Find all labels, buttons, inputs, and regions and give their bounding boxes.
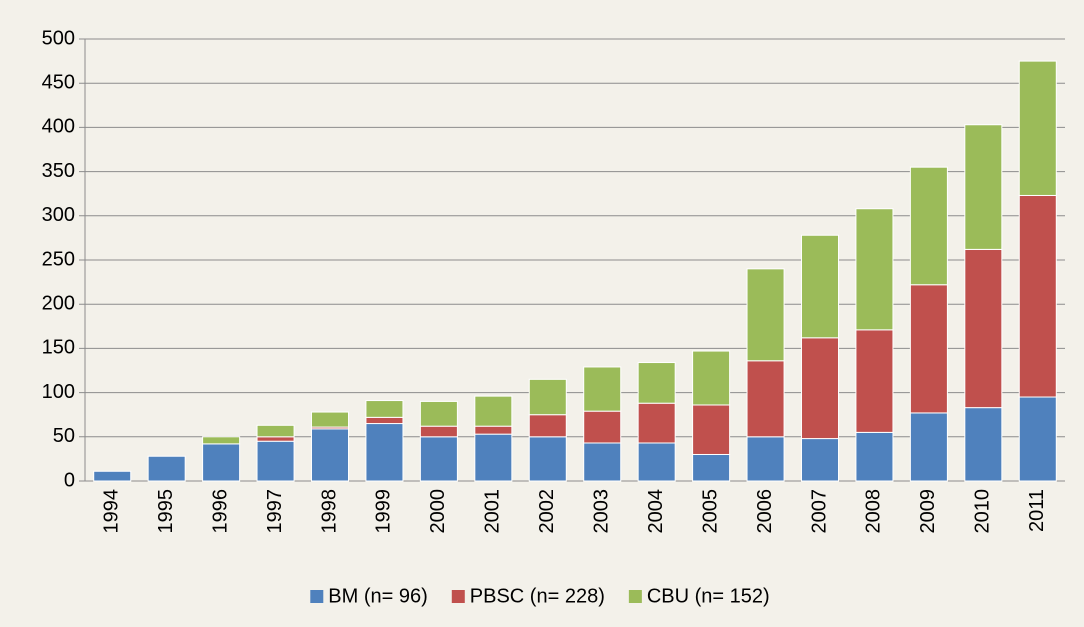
bar-segment: [310, 411, 350, 428]
bar-segment: [419, 425, 458, 438]
bar-segment: [528, 378, 567, 416]
bar-segment: [909, 166, 948, 286]
x-tick-label: 2009: [917, 489, 939, 534]
bar-segment: [474, 425, 513, 435]
bar-segment: [419, 436, 458, 482]
x-tick-label: 1996: [209, 489, 231, 534]
x-tick-label: 1995: [155, 489, 177, 534]
y-tick-label: 350: [42, 160, 75, 182]
bar-segment: [855, 431, 894, 482]
x-tick-label: 2007: [808, 489, 830, 534]
y-tick-label: 0: [64, 469, 75, 491]
bar-segment: [855, 208, 894, 331]
legend-swatch: [310, 590, 324, 603]
bar-segment: [800, 337, 840, 440]
bar-segment: [474, 433, 513, 482]
y-tick-label: 300: [42, 204, 75, 226]
bar-segment: [583, 366, 622, 412]
bar-segment: [692, 453, 731, 482]
bar-segment: [692, 350, 731, 406]
legend-label: PBSC (n= 228): [470, 585, 605, 607]
x-tick-label: 2001: [482, 489, 504, 534]
y-tick-label: 100: [42, 381, 75, 403]
legend-swatch: [628, 590, 642, 603]
y-tick-label: 400: [42, 116, 75, 138]
bar-segment: [528, 414, 567, 438]
bar-segment: [637, 442, 676, 482]
y-tick-label: 250: [42, 248, 75, 270]
x-tick-label: 2010: [972, 489, 994, 534]
bar-segment: [528, 436, 567, 482]
x-tick-label: 2002: [536, 489, 558, 534]
y-tick-label: 500: [42, 27, 75, 49]
bar-segment: [583, 442, 622, 482]
bar-segment: [583, 410, 622, 444]
bar-segment: [746, 360, 785, 438]
x-tick-label: 1997: [264, 489, 286, 534]
bar-segment: [256, 440, 295, 482]
x-tick-label: 2003: [591, 489, 613, 534]
bar-segment: [909, 412, 948, 482]
y-tick-label: 50: [53, 425, 75, 447]
x-tick-label: 1998: [318, 489, 340, 534]
y-tick-label: 150: [42, 337, 75, 359]
bar-segment: [310, 428, 350, 482]
x-tick-label: 2005: [699, 489, 721, 534]
bar-segment: [1018, 60, 1057, 196]
y-tick-label: 450: [42, 71, 75, 93]
bar-segment: [964, 248, 1003, 409]
bar-segment: [202, 443, 241, 482]
x-tick-label: 2000: [427, 489, 449, 534]
x-tick-label: 1999: [373, 489, 395, 534]
bar-segment: [800, 234, 840, 339]
bar-segment: [909, 284, 948, 414]
legend-label: CBU (n= 152): [647, 585, 770, 607]
x-tick-label: 1994: [101, 489, 123, 534]
bar-segment: [147, 455, 186, 482]
bar-segment: [746, 436, 785, 482]
bar-segment: [365, 423, 404, 482]
bar-segment: [256, 436, 295, 442]
bar-segment: [746, 268, 785, 362]
legend-swatch: [451, 590, 465, 603]
bar-segment: [365, 416, 404, 425]
bar-segment: [800, 438, 840, 482]
bar-segment: [365, 400, 404, 418]
bar-segment: [964, 407, 1003, 482]
bar-segment: [637, 362, 676, 404]
bar-segment: [637, 402, 676, 444]
x-tick-label: 2008: [863, 489, 885, 534]
bar-segment: [1018, 396, 1057, 482]
bar-segment: [419, 400, 458, 427]
bar-segment: [855, 329, 894, 433]
bar-segment: [93, 470, 132, 482]
bar-segment: [202, 436, 241, 445]
x-tick-label: 2004: [645, 489, 667, 534]
legend-label: BM (n= 96): [328, 585, 427, 607]
bar-segment: [1018, 194, 1057, 398]
bar-segment: [256, 424, 295, 438]
x-tick-label: 2006: [754, 489, 776, 534]
x-tick-label: 2011: [1026, 489, 1048, 532]
bar-segment: [474, 395, 513, 427]
y-tick-label: 200: [42, 292, 75, 314]
bar-segment: [692, 404, 731, 455]
bar-segment: [964, 124, 1003, 250]
